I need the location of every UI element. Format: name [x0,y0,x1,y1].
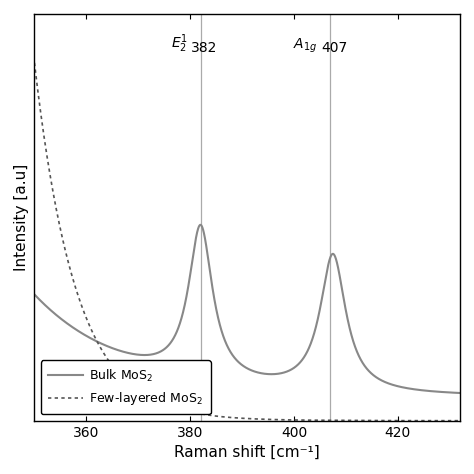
Bulk MoS$_2$ [403,385,409,391]
Few-layered MoS$_2$ [213,413,219,419]
Text: $A_{1g}$: $A_{1g}$ [293,37,318,55]
Few-layered MoS$_2$ [403,418,409,423]
Text: $E_2^1$: $E_2^1$ [171,33,188,55]
Bulk MoS$_2$ [105,344,111,349]
Bulk MoS$_2$ [449,390,455,395]
Legend: Bulk MoS$_2$, Few-layered MoS$_2$: Bulk MoS$_2$, Few-layered MoS$_2$ [41,360,210,414]
Line: Few-layered MoS$_2$: Few-layered MoS$_2$ [35,63,460,420]
Bulk MoS$_2$ [457,390,463,396]
Line: Bulk MoS$_2$: Bulk MoS$_2$ [35,225,460,393]
X-axis label: Raman shift [cm⁻¹]: Raman shift [cm⁻¹] [174,445,320,460]
Few-layered MoS$_2$ [80,307,86,312]
Few-layered MoS$_2$ [449,418,455,423]
Bulk MoS$_2$ [32,292,37,297]
Bulk MoS$_2$ [80,331,86,337]
Y-axis label: Intensity [a.u]: Intensity [a.u] [14,164,29,271]
Bulk MoS$_2$ [195,228,201,233]
Few-layered MoS$_2$ [195,410,201,416]
Bulk MoS$_2$ [213,306,219,312]
Text: 407: 407 [321,41,347,55]
Text: 382: 382 [191,41,218,55]
Bulk MoS$_2$ [198,222,203,228]
Few-layered MoS$_2$ [32,60,37,66]
Few-layered MoS$_2$ [105,357,111,363]
Few-layered MoS$_2$ [457,418,463,423]
